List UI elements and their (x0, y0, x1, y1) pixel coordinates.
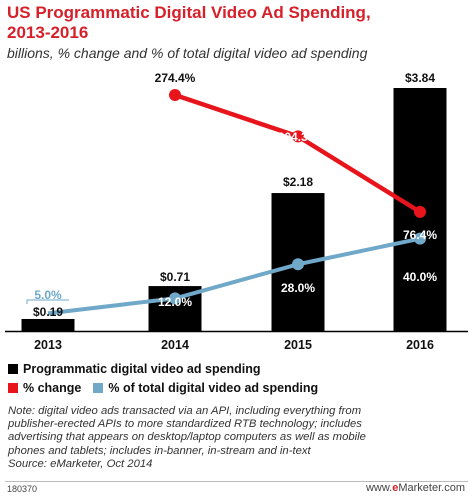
bar-value-label: $2.18 (283, 175, 313, 189)
note-line: advertising that appears on desktop/lapt… (8, 431, 366, 444)
brand-suffix: Marketer.com (398, 482, 465, 494)
legend-label-share: % of total digital video ad spending (108, 380, 319, 395)
share-value-label: 5.0% (34, 288, 62, 302)
note-line: publisher-erected APIs to more standardi… (8, 418, 362, 431)
brand-link[interactable]: www.eMarketer.com (366, 482, 465, 494)
share-value-label: 28.0% (281, 281, 315, 295)
brand-e-logo: e (392, 482, 399, 494)
chart-title: US Programmatic Digital Video Ad Spendin… (7, 3, 467, 43)
chart-legend: Programmatic digital video ad spending %… (8, 359, 468, 397)
footer-divider (5, 481, 468, 482)
share-point (169, 292, 181, 305)
chart-title-line-2: 2013-2016 (7, 23, 89, 42)
chart-notes: Note: digital video ads transacted via a… (8, 405, 468, 471)
share-point (414, 232, 426, 245)
bar-value-label: $0.19 (33, 305, 63, 319)
share-line (47, 236, 421, 316)
legend-row-2: % change % of total digital video ad spe… (8, 378, 468, 397)
bar (21, 318, 75, 331)
change-point (169, 89, 181, 101)
share-point (292, 258, 304, 271)
legend-swatch-share (93, 382, 104, 393)
note-line: Note: digital video ads transacted via a… (8, 405, 362, 417)
legend-row-1: Programmatic digital video ad spending (8, 359, 468, 378)
change-value-label: 204.3% (278, 130, 319, 144)
share-label-leader (26, 299, 69, 304)
chart-plot-area: 2013 2014 2015 2016 $0.19 $0.71 $2.18 $3.84 274.… (5, 71, 468, 352)
x-tick-label: 2015 (284, 338, 312, 352)
x-tick-label: 2014 (161, 338, 189, 352)
note-line: phones and tablets; includes in-banner, … (8, 444, 311, 457)
legend-swatch-spending (8, 363, 18, 374)
change-value-label: 274.4% (155, 71, 196, 85)
bar-value-label: $3.84 (405, 71, 435, 85)
brand-prefix: www. (365, 482, 393, 494)
legend-label-spending: Programmatic digital video ad spending (23, 361, 261, 376)
share-value-label: 40.0% (403, 270, 437, 284)
bar-value-label: $0.71 (160, 270, 190, 284)
x-tick-label: 2013 (34, 338, 62, 352)
legend-item-spending: Programmatic digital video ad spending (8, 362, 261, 376)
change-point (292, 130, 304, 143)
chart-subtitle: billions, % change and % of total digita… (7, 45, 368, 61)
chart-title-line-1: US Programmatic Digital Video Ad Spendin… (7, 3, 371, 22)
change-point (414, 205, 426, 218)
x-tick-label: 2016 (406, 338, 434, 352)
legend-item-share: % of total digital video ad spending (93, 381, 318, 395)
legend-item-change: % change (8, 381, 81, 395)
legend-swatch-change (8, 382, 18, 393)
source-line: Source: eMarketer, Oct 2014 (8, 457, 153, 470)
chart-id: 180370 (7, 484, 38, 494)
change-value-label: 76.4% (403, 228, 437, 242)
share-value-label: 12.0% (158, 295, 192, 309)
legend-label-change: % change (23, 380, 82, 395)
